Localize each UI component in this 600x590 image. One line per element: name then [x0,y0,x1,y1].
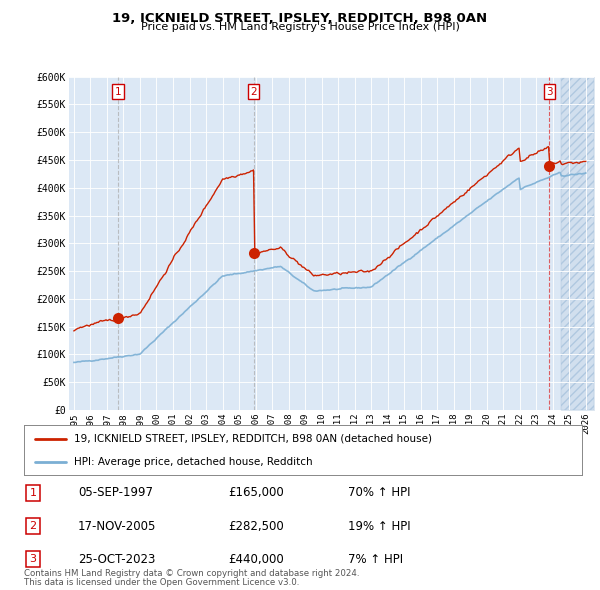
Text: Contains HM Land Registry data © Crown copyright and database right 2024.: Contains HM Land Registry data © Crown c… [24,569,359,578]
Text: Price paid vs. HM Land Registry's House Price Index (HPI): Price paid vs. HM Land Registry's House … [140,22,460,32]
Text: 7% ↑ HPI: 7% ↑ HPI [348,553,403,566]
Text: 19, ICKNIELD STREET, IPSLEY, REDDITCH, B98 0AN: 19, ICKNIELD STREET, IPSLEY, REDDITCH, B… [112,12,488,25]
Text: 70% ↑ HPI: 70% ↑ HPI [348,486,410,499]
Text: 3: 3 [29,555,37,564]
Text: £165,000: £165,000 [228,486,284,499]
Text: 1: 1 [115,87,122,97]
Text: 05-SEP-1997: 05-SEP-1997 [78,486,153,499]
Text: 1: 1 [29,488,37,497]
Text: 25-OCT-2023: 25-OCT-2023 [78,553,155,566]
Text: 3: 3 [546,87,553,97]
Text: 2: 2 [29,522,37,531]
Text: 17-NOV-2005: 17-NOV-2005 [78,520,157,533]
Text: £282,500: £282,500 [228,520,284,533]
Text: 2: 2 [250,87,257,97]
Text: £440,000: £440,000 [228,553,284,566]
Text: HPI: Average price, detached house, Redditch: HPI: Average price, detached house, Redd… [74,457,313,467]
Text: This data is licensed under the Open Government Licence v3.0.: This data is licensed under the Open Gov… [24,578,299,587]
Text: 19% ↑ HPI: 19% ↑ HPI [348,520,410,533]
Text: 19, ICKNIELD STREET, IPSLEY, REDDITCH, B98 0AN (detached house): 19, ICKNIELD STREET, IPSLEY, REDDITCH, B… [74,434,432,444]
